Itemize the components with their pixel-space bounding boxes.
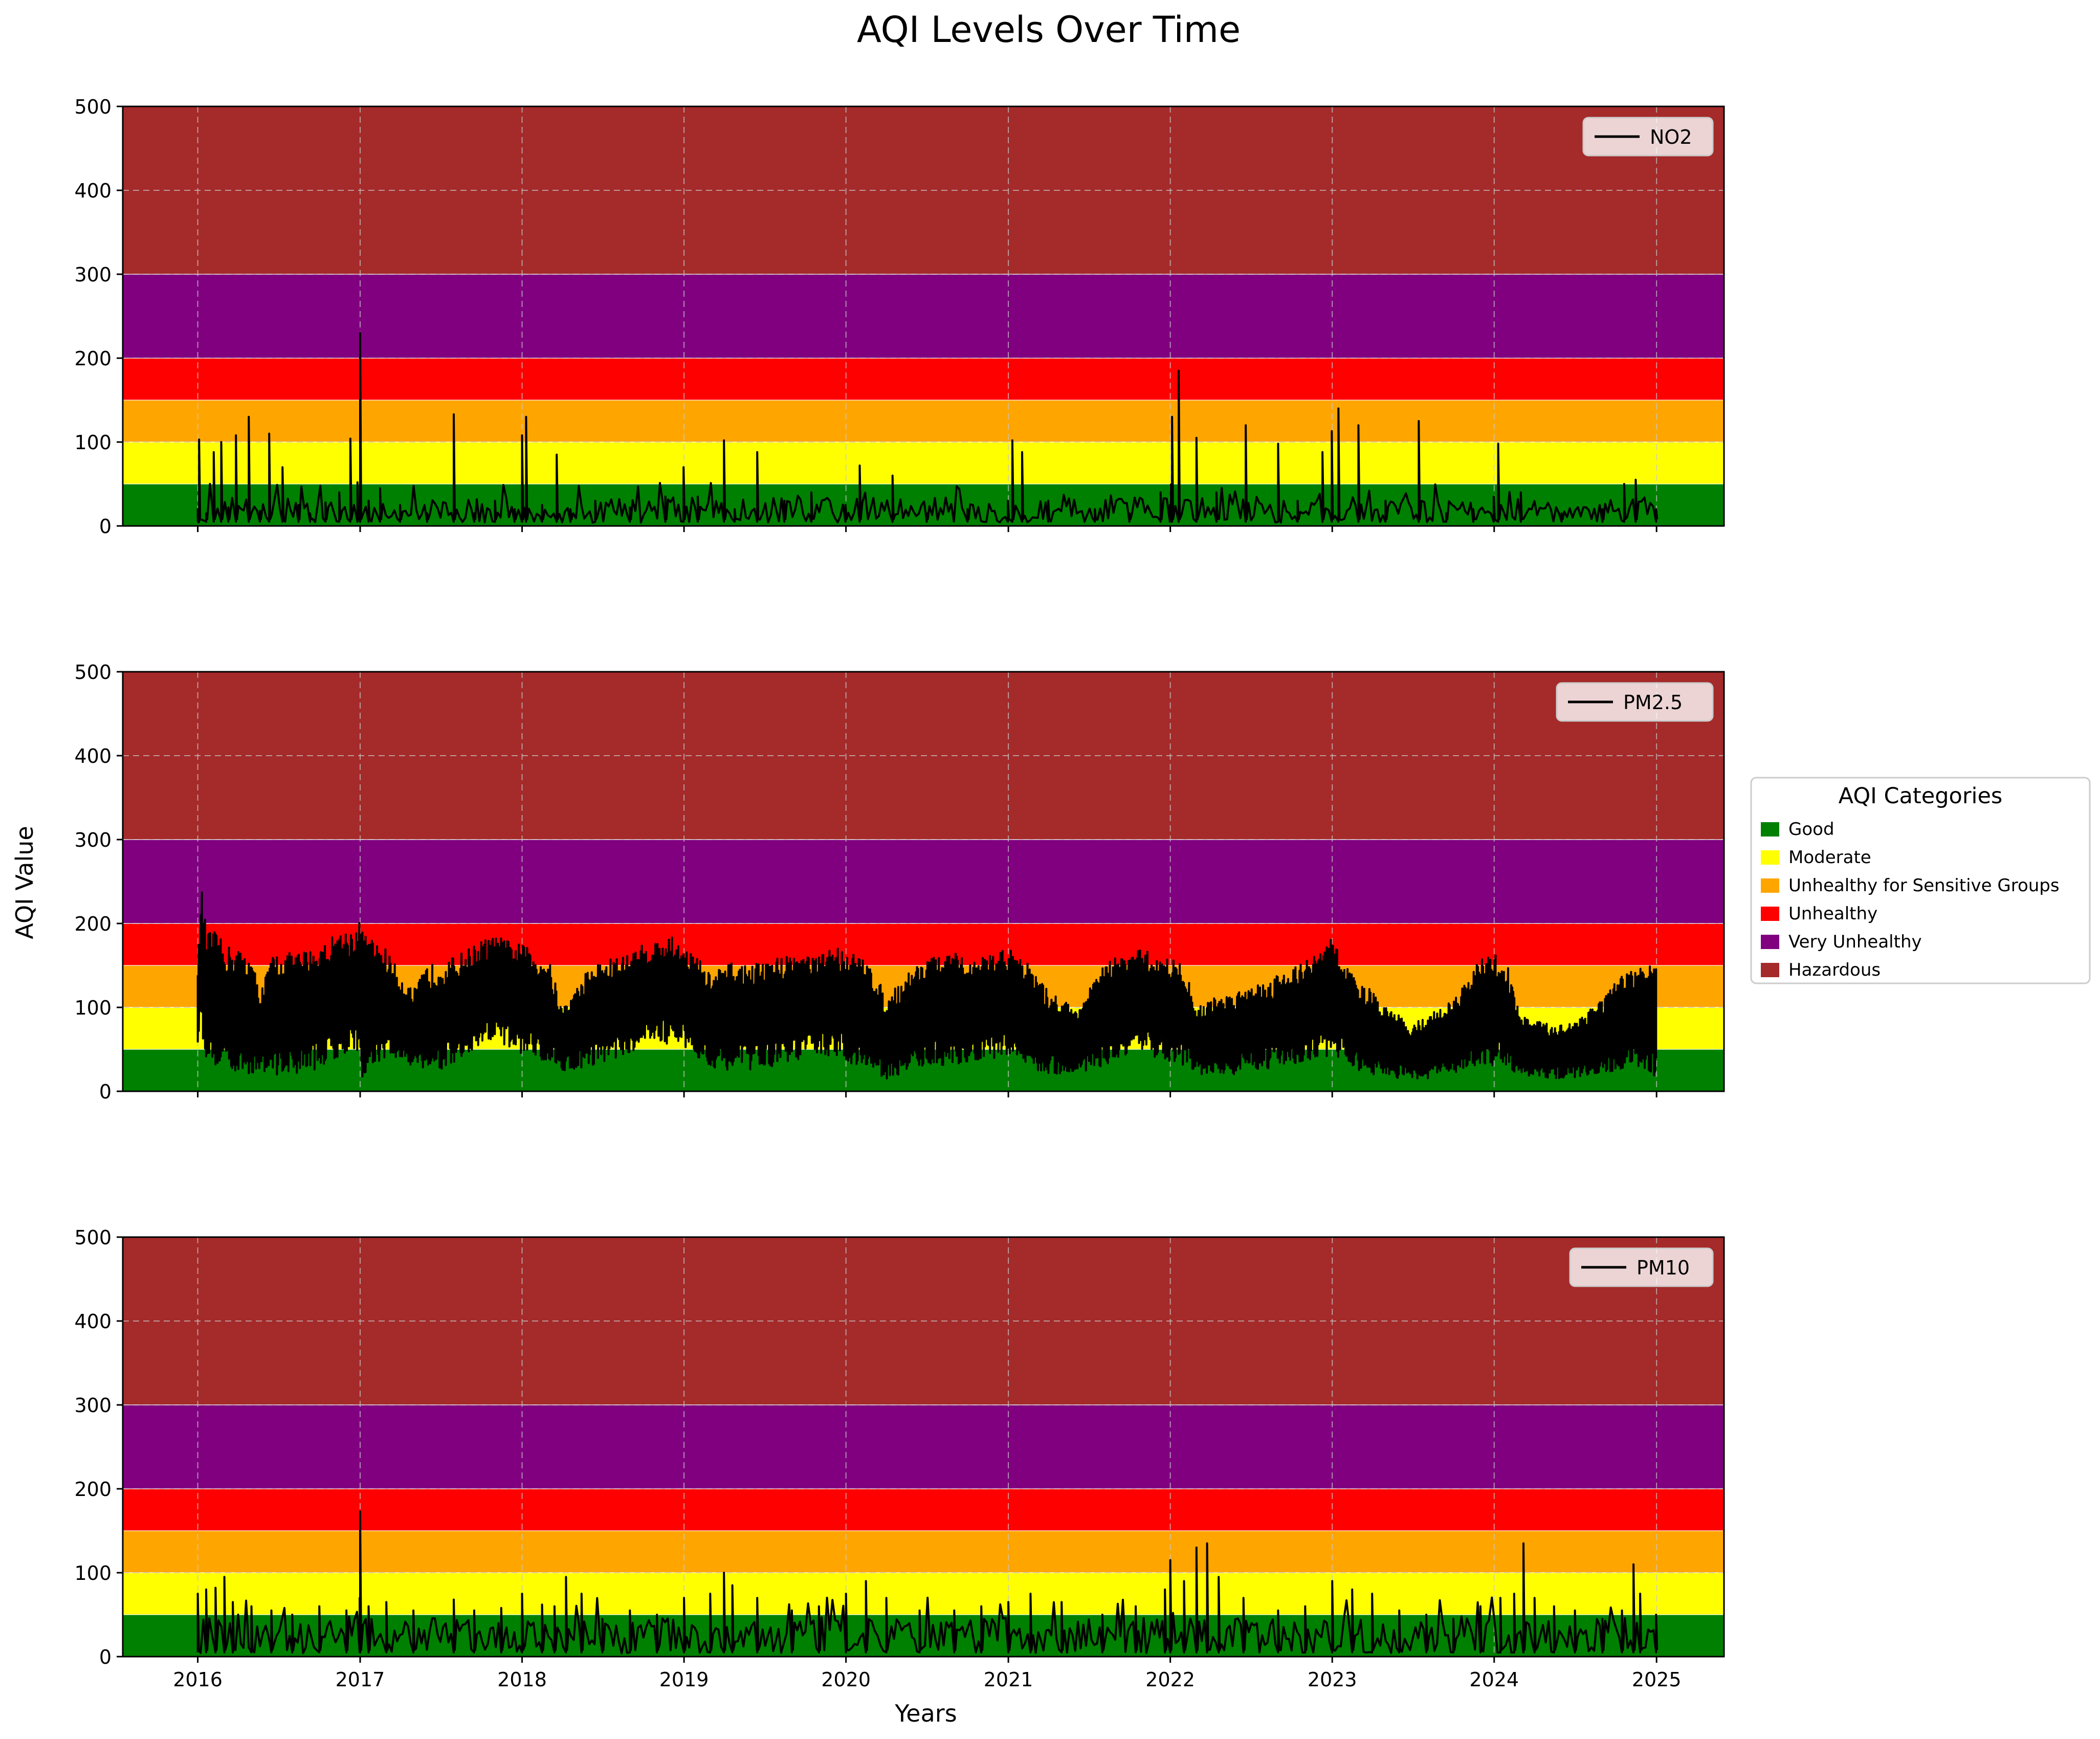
y-tick-label: 300 <box>74 829 112 851</box>
band-very-unhealthy <box>123 1405 1724 1489</box>
category-label-good: Good <box>1788 819 1834 840</box>
categories-legend-frame <box>1750 777 2091 984</box>
series-legend-frame <box>1569 1247 1714 1287</box>
x-tick-label: 2023 <box>1308 1668 1357 1691</box>
y-tick-label: 100 <box>74 431 112 454</box>
y-tick-label: 0 <box>99 1081 112 1103</box>
y-axis-label: AQI Value <box>11 826 38 939</box>
category-label-unhealthy: Unhealthy <box>1788 904 1877 924</box>
band-moderate <box>123 1573 1724 1615</box>
panel-pm25: 0 100 200 300 400 500 PM2.5 <box>74 661 1725 1103</box>
x-tick-label: 2024 <box>1469 1668 1519 1691</box>
panel-no2: 0 100 200 300 400 500 NO2 <box>74 96 1725 538</box>
plot-frame <box>122 1236 1725 1658</box>
series-line-pm25 <box>196 891 1657 1080</box>
y-tick-label: 100 <box>74 1562 112 1584</box>
category-swatch-good <box>1761 822 1779 837</box>
categories-legend-title: AQI Categories <box>1839 783 2003 809</box>
y-tick-label: 500 <box>74 1226 112 1249</box>
x-tick-label: 2018 <box>497 1668 547 1691</box>
x-tick-label: 2017 <box>336 1668 385 1691</box>
series-line-no2 <box>196 332 1659 524</box>
band-very-unhealthy <box>123 274 1724 358</box>
series-legend-label: PM10 <box>1637 1257 1690 1279</box>
category-swatch-moderate <box>1761 850 1779 865</box>
y-tick-label: 500 <box>74 661 112 684</box>
series-legend-frame <box>1582 117 1714 157</box>
plot-frame <box>122 105 1725 527</box>
band-unhealthy-for-sensitive-groups <box>123 1531 1724 1573</box>
category-swatch-unhealthy-for-sensitive-groups <box>1761 878 1779 893</box>
x-tick-label: 2019 <box>659 1668 709 1691</box>
panel-pm10: 0 100 200 300 400 500 2016 2017 2018 2019 2020 2021… <box>74 1226 1725 1691</box>
series-line-pm10 <box>196 1510 1659 1655</box>
chart-title: AQI Levels Over Time <box>857 9 1241 51</box>
band-unhealthy <box>123 1489 1724 1531</box>
band-very-unhealthy <box>123 840 1724 923</box>
y-tick-label: 0 <box>99 1646 112 1668</box>
category-swatch-hazardous <box>1761 963 1779 977</box>
y-tick-label: 200 <box>74 1478 112 1501</box>
y-tick-label: 300 <box>74 1394 112 1417</box>
y-tick-label: 100 <box>74 997 112 1019</box>
x-tick-label: 2022 <box>1145 1668 1195 1691</box>
category-label-unhealthy-for-sensitive-groups: Unhealthy for Sensitive Groups <box>1788 875 2060 896</box>
category-label-very-unhealthy: Very Unhealthy <box>1788 932 1922 952</box>
category-swatch-very-unhealthy <box>1761 935 1779 949</box>
series-legend-frame <box>1556 682 1714 722</box>
band-moderate <box>123 442 1724 484</box>
category-label-hazardous: Hazardous <box>1788 960 1881 980</box>
band-good <box>123 484 1724 526</box>
x-axis-label: Years <box>894 1700 957 1727</box>
y-tick-label: 400 <box>74 745 112 767</box>
y-tick-label: 200 <box>74 913 112 935</box>
y-tick-label: 200 <box>74 347 112 370</box>
y-tick-label: 400 <box>74 180 112 202</box>
x-tick-label: 2020 <box>821 1668 871 1691</box>
category-label-moderate: Moderate <box>1788 847 1871 868</box>
aqi-categories-legend: AQI Categories Good Moderate Unhealthy for… <box>1750 777 2091 984</box>
y-tick-label: 400 <box>74 1310 112 1333</box>
y-tick-label: 500 <box>74 96 112 118</box>
category-swatch-unhealthy <box>1761 907 1779 921</box>
x-tick-label: 2016 <box>173 1668 223 1691</box>
band-unhealthy <box>123 358 1724 400</box>
plot-frame <box>122 671 1725 1092</box>
y-tick-label: 300 <box>74 263 112 286</box>
x-tick-label: 2025 <box>1632 1668 1682 1691</box>
band-unhealthy-for-sensitive-groups <box>123 400 1724 442</box>
series-legend-label: PM2.5 <box>1623 691 1683 714</box>
series-legend-label: NO2 <box>1650 126 1692 148</box>
y-tick-label: 0 <box>99 515 112 538</box>
x-tick-label: 2021 <box>984 1668 1033 1691</box>
